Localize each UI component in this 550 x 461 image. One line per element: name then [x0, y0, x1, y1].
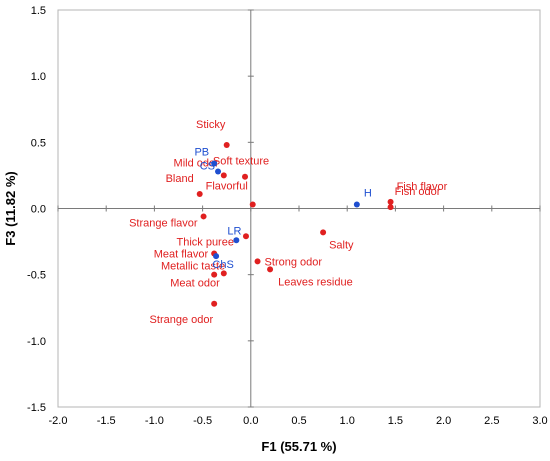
y-tick-label: -0.5 [27, 270, 46, 282]
x-tick-label: 0.5 [291, 415, 306, 427]
point-label-flavorful: Flavorful [206, 181, 248, 193]
x-tick-label: 1.0 [340, 415, 355, 427]
y-axis-title: F3 (11.82 %) [3, 171, 18, 245]
point-label-cs: CS [200, 160, 215, 172]
x-tick-label: 1.5 [388, 415, 403, 427]
point-mild-odor [220, 172, 227, 179]
point-label-salty: Salty [329, 239, 354, 251]
y-tick-label: -1.0 [27, 336, 46, 348]
y-tick-label: 0.5 [31, 137, 46, 149]
point-label-bland: Bland [166, 173, 194, 185]
y-tick-label: 0.0 [31, 204, 46, 216]
point-label-fish-flavor: Fish flavor [397, 181, 448, 193]
point-chs [213, 253, 220, 260]
x-tick-label: -2.0 [49, 415, 68, 427]
point-pb [211, 160, 218, 167]
point-sticky [223, 141, 230, 148]
x-tick-label: 3.0 [532, 415, 547, 427]
point-leaves-residue [267, 266, 274, 273]
point-fish-flavor [387, 198, 394, 205]
point-bland [196, 190, 203, 197]
point-thick-puree [242, 233, 249, 240]
point-label-thick-puree: Thick puree [176, 236, 233, 248]
point-label-chs: ChS [212, 259, 233, 271]
point-label-strange-flavor: Strange flavor [129, 217, 198, 229]
x-axis-ticks: -2.0 -1.5 -1.0 -0.5 0.0 0.5 1.0 1.5 2.0 2.5 3.0 [49, 205, 548, 427]
point-cs [215, 168, 222, 175]
x-tick-label: -0.5 [193, 415, 212, 427]
y-tick-label: 1.0 [31, 71, 46, 83]
point-strange-odor [211, 300, 218, 307]
point-label-fish-odor: Fish odor [395, 186, 441, 198]
point-label-strange-odor: Strange odor [150, 314, 214, 326]
point-metallic-taste [211, 271, 218, 278]
x-tick-label: 2.5 [484, 415, 499, 427]
point-label-soft-texture: Soft texture [213, 156, 269, 168]
x-tick-label: -1.5 [97, 415, 116, 427]
y-tick-label: 1.5 [31, 5, 46, 17]
point-soft-texture [242, 173, 249, 180]
point-label-pb: PB [194, 147, 209, 159]
point-label-strong-odor: Strong odor [265, 256, 323, 268]
point-salty [320, 229, 327, 236]
point-label-meat-odor: Meat odor [170, 277, 220, 289]
point-fish-odor [387, 204, 394, 211]
y-axis-ticks: 1.5 1.0 0.5 0.0 -0.5 -1.0 -1.5 [27, 5, 254, 414]
point-label-sticky: Sticky [196, 119, 226, 131]
point-lr [233, 237, 240, 244]
point-label-lr: LR [227, 225, 241, 237]
x-axis-title: F1 (55.71 %) [261, 439, 336, 454]
point-label-mild-odor: Mild odor [174, 157, 220, 169]
point-meat-odor [220, 270, 227, 277]
point-flavorful [249, 201, 256, 208]
x-tick-label: -1.0 [145, 415, 164, 427]
point-strange-flavor [200, 213, 207, 220]
y-tick-label: -1.5 [27, 402, 46, 414]
point-h [353, 201, 360, 208]
point-label-leaves-residue: Leaves residue [278, 276, 353, 288]
point-label-metallic-taste: Metallic taste [161, 261, 225, 273]
point-label-meat-flavor: Meat flavor [154, 248, 209, 260]
point-strong-odor [254, 258, 261, 265]
x-tick-label: 0.0 [243, 415, 258, 427]
point-label-h: H [364, 188, 372, 200]
x-tick-label: 2.0 [436, 415, 451, 427]
